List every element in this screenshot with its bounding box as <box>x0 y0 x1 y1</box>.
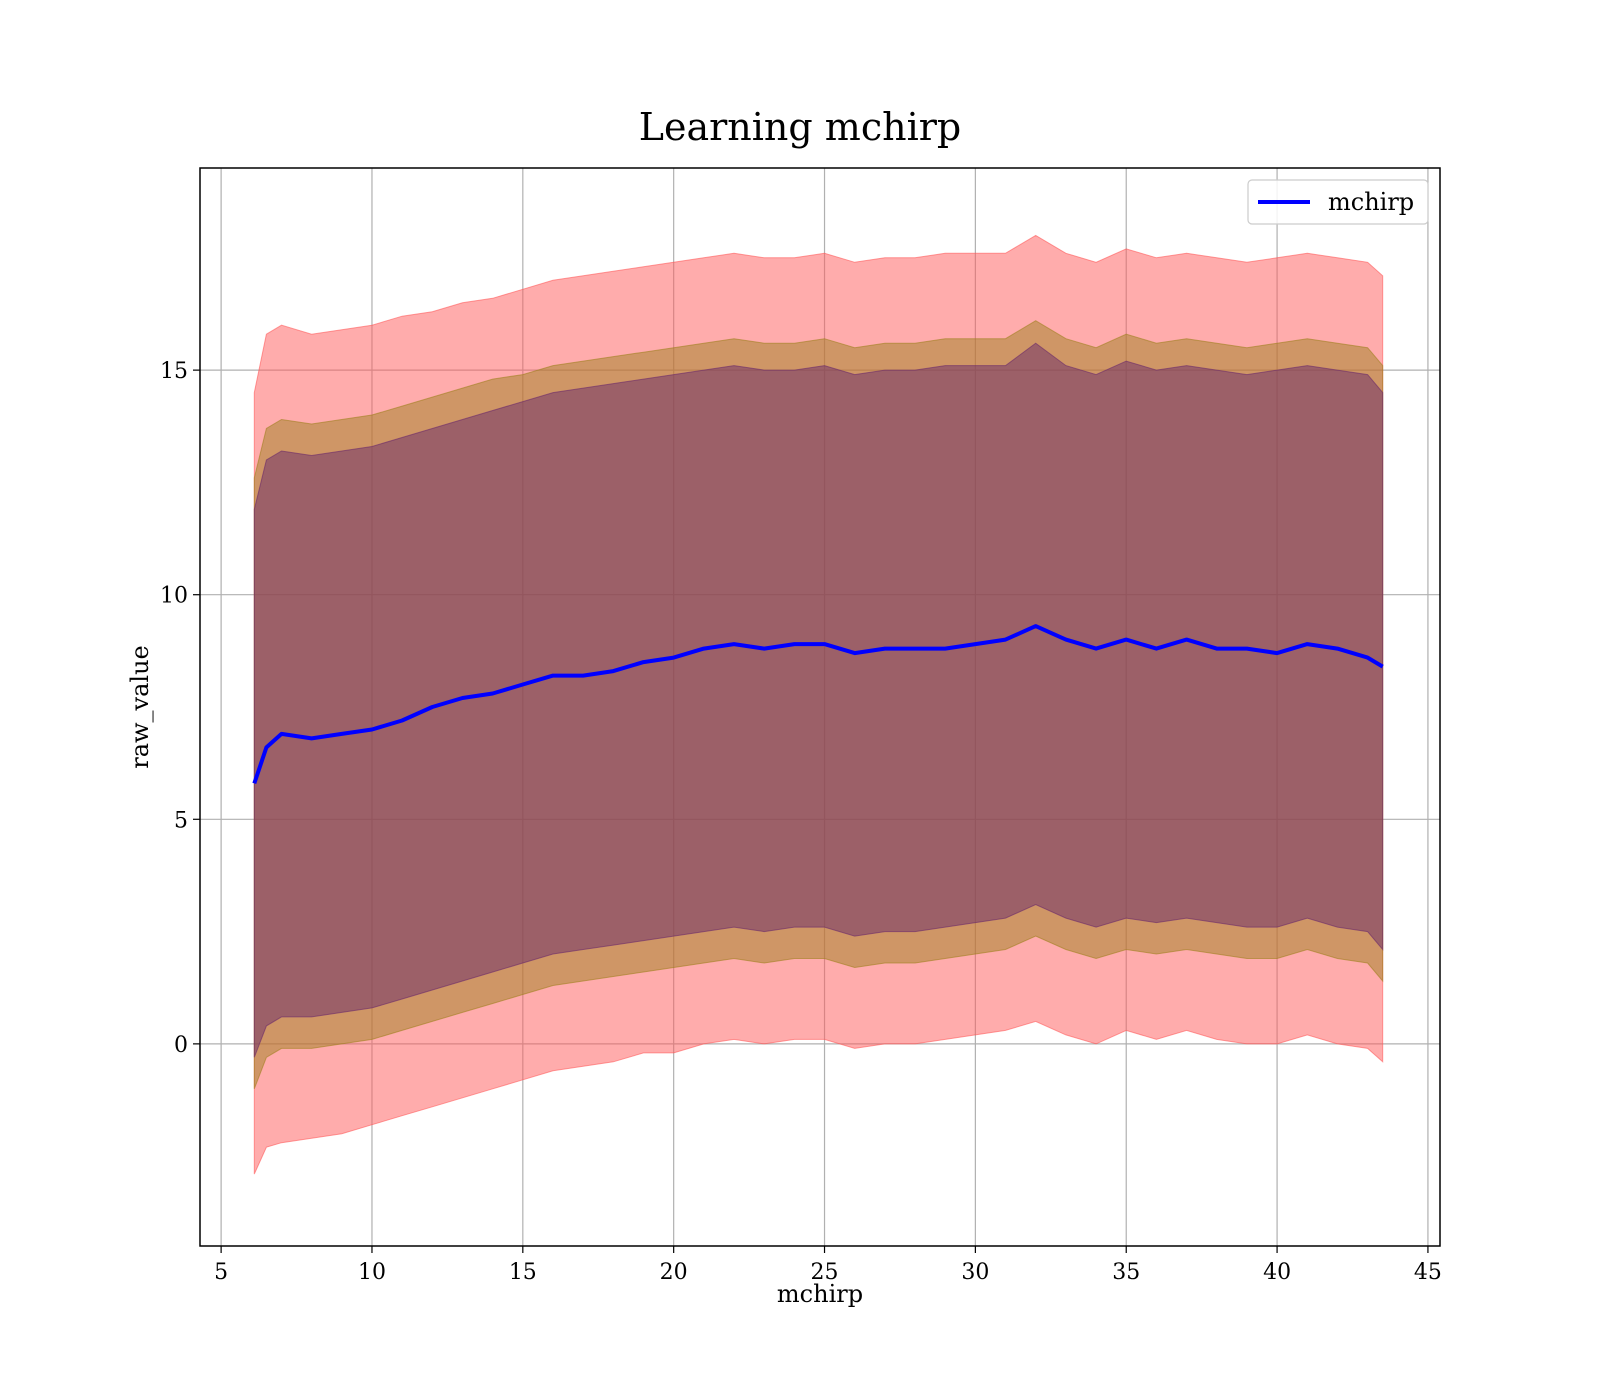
x-axis-label: mchirp <box>777 1280 863 1308</box>
x-tick-label: 15 <box>509 1260 537 1285</box>
y-axis-label: raw_value <box>126 645 154 769</box>
band-area-2 <box>253 342 1384 1058</box>
y-tick-label: 0 <box>174 1033 188 1058</box>
data-lines <box>252 624 1384 785</box>
x-tick-label: 20 <box>660 1260 688 1285</box>
y-tick-label: 5 <box>174 808 188 833</box>
legend-box <box>1247 179 1429 225</box>
legend: mchirp <box>1247 179 1429 225</box>
x-tick-label: 35 <box>1112 1260 1140 1285</box>
series-line-mchirp <box>252 624 1384 785</box>
axes-frame <box>199 167 1441 1247</box>
chart-title: Learning mchirp <box>639 105 961 149</box>
uncertainty-bands <box>253 234 1384 1175</box>
x-tick-label: 10 <box>358 1260 386 1285</box>
y-tick-label: 15 <box>160 359 188 384</box>
legend-label: mchirp <box>1328 188 1414 216</box>
x-tick-label: 25 <box>811 1260 839 1285</box>
y-axis-ticks: 0 5 10 15 <box>160 359 200 1058</box>
x-tick-label: 45 <box>1414 1260 1442 1285</box>
y-tick-label: 10 <box>160 584 188 609</box>
x-tick-label: 30 <box>961 1260 989 1285</box>
x-axis-ticks: 5 10 15 20 25 30 35 40 45 <box>214 1246 1442 1285</box>
x-tick-label: 5 <box>214 1260 228 1285</box>
x-tick-label: 40 <box>1263 1260 1291 1285</box>
